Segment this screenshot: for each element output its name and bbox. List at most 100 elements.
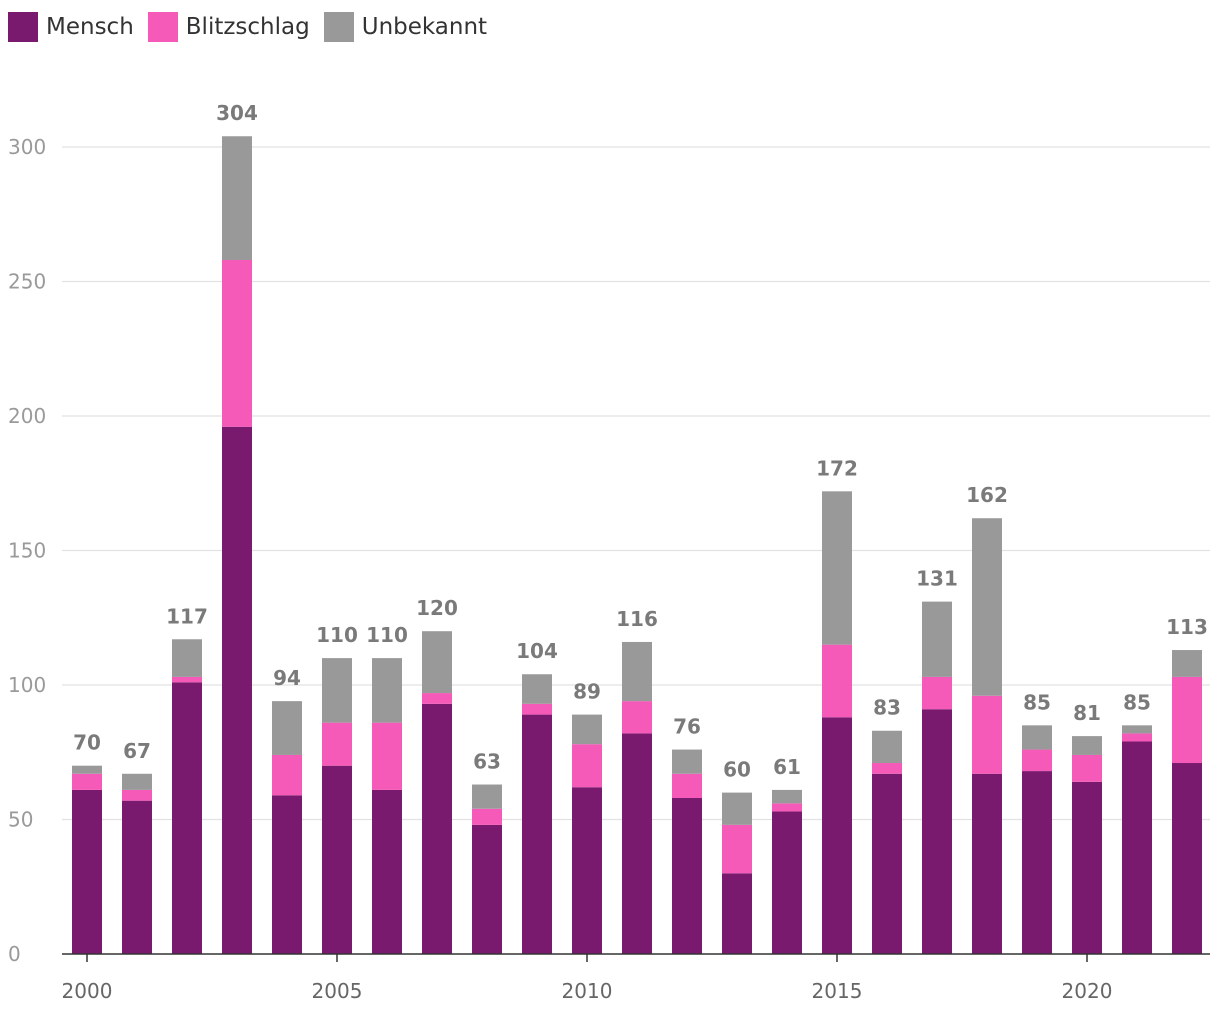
y-tick-label: 250	[8, 270, 46, 294]
legend-item-blitzschlag[interactable]: Blitzschlag	[147, 12, 310, 42]
gridlines	[62, 146, 1210, 821]
bar-blitzschlag-2003[interactable]	[222, 259, 252, 427]
bar-mensch-2021[interactable]	[1122, 741, 1152, 954]
bar-blitzschlag-2015[interactable]	[822, 644, 852, 718]
bar-blitzschlag-2007[interactable]	[422, 693, 452, 704]
bar-mensch-2004[interactable]	[272, 795, 302, 954]
bar-unbekannt-2002[interactable]	[172, 639, 202, 677]
total-label-2010: 89	[573, 680, 601, 704]
bar-mensch-2020[interactable]	[1072, 781, 1102, 954]
bar-mensch-2007[interactable]	[422, 703, 452, 954]
total-label-2013: 60	[723, 758, 751, 782]
bar-unbekannt-2015[interactable]	[822, 491, 852, 645]
legend-label-unbekannt: Unbekannt	[361, 14, 488, 40]
bar-mensch-2018[interactable]	[972, 773, 1002, 954]
bar-blitzschlag-2011[interactable]	[622, 701, 652, 734]
total-label-2000: 70	[73, 731, 101, 755]
bar-mensch-2016[interactable]	[872, 773, 902, 954]
bar-unbekannt-2021[interactable]	[1122, 725, 1152, 734]
bar-mensch-2013[interactable]	[722, 873, 752, 954]
bar-unbekannt-2004[interactable]	[272, 701, 302, 755]
bar-unbekannt-2010[interactable]	[572, 714, 602, 745]
x-axis: 2000 2005 2010 2015 2020	[62, 953, 1210, 1003]
bar-unbekannt-2006[interactable]	[372, 658, 402, 723]
bar-blitzschlag-2019[interactable]	[1022, 749, 1052, 772]
bar-mensch-2002[interactable]	[172, 682, 202, 954]
bar-blitzschlag-2022[interactable]	[1172, 676, 1202, 764]
bar-unbekannt-2011[interactable]	[622, 641, 652, 702]
bar-blitzschlag-2018[interactable]	[972, 695, 1002, 774]
bar-unbekannt-2019[interactable]	[1022, 725, 1052, 750]
bar-mensch-2005[interactable]	[322, 765, 352, 954]
bar-unbekannt-2014[interactable]	[772, 789, 802, 804]
bar-unbekannt-2000[interactable]	[72, 765, 102, 774]
bar-mensch-2019[interactable]	[1022, 771, 1052, 954]
bar-mensch-2008[interactable]	[472, 824, 502, 954]
bar-mensch-2011[interactable]	[622, 733, 652, 954]
bar-blitzschlag-2009[interactable]	[522, 703, 552, 715]
bar-unbekannt-2005[interactable]	[322, 658, 352, 723]
bar-blitzschlag-2008[interactable]	[472, 808, 502, 825]
total-label-2002: 117	[166, 604, 208, 628]
total-label-2019: 85	[1023, 690, 1051, 714]
y-tick-label: 100	[8, 673, 46, 697]
bar-blitzschlag-2010[interactable]	[572, 744, 602, 788]
bar-mensch-2022[interactable]	[1172, 763, 1202, 954]
bar-unbekannt-2007[interactable]	[422, 631, 452, 694]
bar-mensch-2009[interactable]	[522, 714, 552, 954]
bar-blitzschlag-2002[interactable]	[172, 676, 202, 683]
total-label-2011: 116	[616, 607, 658, 631]
bar-blitzschlag-2005[interactable]	[322, 722, 352, 766]
bar-blitzschlag-2004[interactable]	[272, 754, 302, 796]
bar-mensch-2010[interactable]	[572, 787, 602, 954]
total-label-2009: 104	[516, 639, 558, 663]
legend-item-mensch[interactable]: Mensch	[8, 12, 134, 42]
bar-unbekannt-2013[interactable]	[722, 792, 752, 825]
legend-item-unbekannt[interactable]: Unbekannt	[323, 12, 488, 42]
bar-unbekannt-2008[interactable]	[472, 784, 502, 809]
bar-blitzschlag-2012[interactable]	[672, 773, 702, 798]
bar-unbekannt-2018[interactable]	[972, 518, 1002, 696]
bar-unbekannt-2001[interactable]	[122, 773, 152, 790]
bar-unbekannt-2022[interactable]	[1172, 650, 1202, 677]
bar-mensch-2015[interactable]	[822, 717, 852, 954]
bar-blitzschlag-2013[interactable]	[722, 824, 752, 874]
bar-mensch-2003[interactable]	[222, 426, 252, 954]
bar-mensch-2017[interactable]	[922, 709, 952, 954]
total-label-2008: 63	[473, 750, 501, 774]
bar-mensch-2000[interactable]	[72, 789, 102, 954]
x-tick-label-2015: 2015	[812, 979, 863, 1003]
bar-unbekannt-2020[interactable]	[1072, 736, 1102, 755]
total-label-2021: 85	[1123, 690, 1151, 714]
total-label-2015: 172	[816, 456, 858, 480]
total-labels: 70 67 117 304 94 110 110 120 63 104 89 116 76 60 61 172…	[73, 101, 1208, 781]
bar-unbekannt-2003[interactable]	[222, 136, 252, 260]
bar-unbekannt-2016[interactable]	[872, 730, 902, 764]
x-tick-label-2020: 2020	[1062, 979, 1113, 1003]
total-label-2022: 113	[1166, 615, 1208, 639]
legend-label-blitzschlag: Blitzschlag	[185, 14, 310, 40]
bar-mensch-2012[interactable]	[672, 797, 702, 954]
bar-blitzschlag-2014[interactable]	[772, 803, 802, 812]
total-label-2005: 110	[316, 623, 358, 647]
bar-mensch-2001[interactable]	[122, 800, 152, 954]
bar-blitzschlag-2020[interactable]	[1072, 754, 1102, 782]
bar-blitzschlag-2006[interactable]	[372, 722, 402, 790]
bar-unbekannt-2009[interactable]	[522, 674, 552, 704]
bar-blitzschlag-2017[interactable]	[922, 676, 952, 710]
total-label-2012: 76	[673, 715, 701, 739]
bar-blitzschlag-2001[interactable]	[122, 789, 152, 801]
bar-unbekannt-2017[interactable]	[922, 601, 952, 677]
bar-blitzschlag-2021[interactable]	[1122, 733, 1152, 742]
bar-blitzschlag-2000[interactable]	[72, 773, 102, 790]
x-tick-label-2010: 2010	[562, 979, 613, 1003]
y-axis-ticks: 0 50 100 150 200 250 300	[8, 135, 46, 966]
bar-mensch-2006[interactable]	[372, 789, 402, 954]
y-tick-label: 300	[8, 135, 46, 159]
total-label-2001: 67	[123, 739, 151, 763]
bar-mensch-2014[interactable]	[772, 811, 802, 954]
legend-label-mensch: Mensch	[46, 14, 134, 40]
bar-blitzschlag-2016[interactable]	[872, 763, 902, 774]
bar-unbekannt-2012[interactable]	[672, 749, 702, 774]
